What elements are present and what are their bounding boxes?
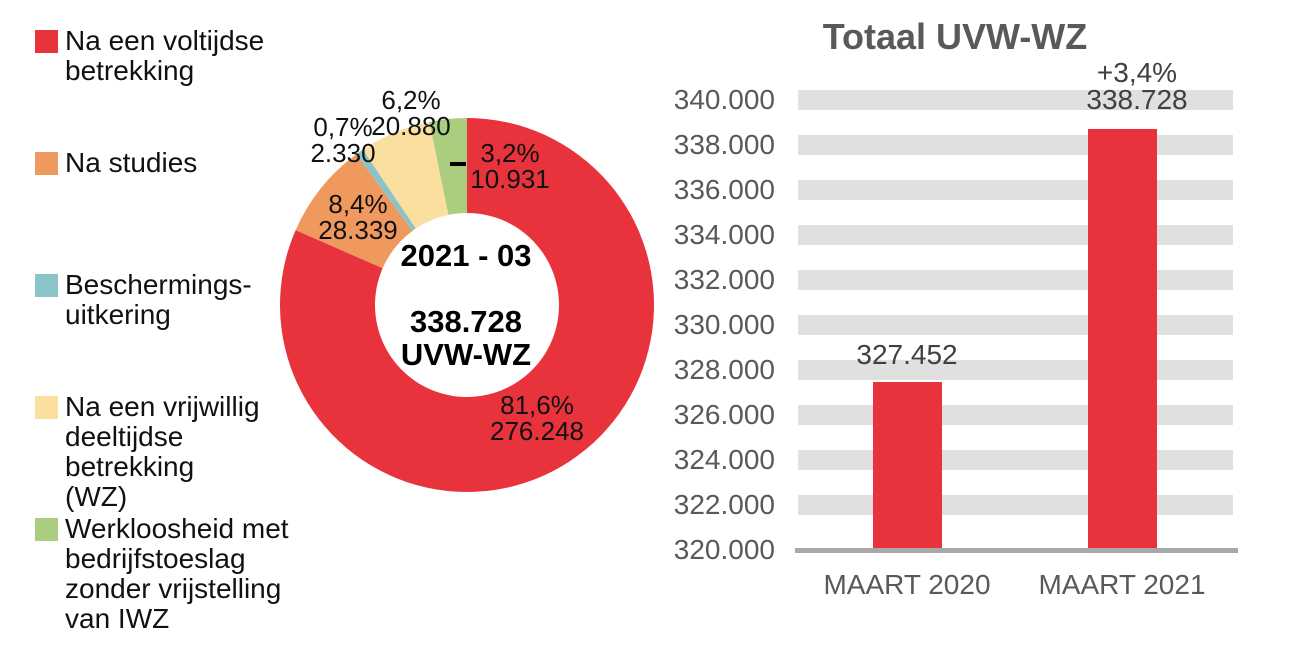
donut-slice-beschermingsuitkering (356, 149, 416, 231)
bar-maart-2021 (1087, 128, 1157, 550)
leader-line-bedrijfstoeslag (450, 162, 466, 166)
donut-label-studies: 8,4% 28.339 (318, 189, 398, 245)
donut-slice-studies (295, 154, 413, 269)
legend-label: Na een vrijwillig deeltijdse betrekking … (65, 391, 260, 512)
legend-item-studies: Na studies (35, 148, 295, 178)
y-axis-tick-label: 332.000 (673, 264, 775, 295)
y-axis-tick-label: 334.000 (673, 219, 775, 250)
gridline-band (798, 270, 1233, 290)
bar-value-label: +3,4% 338.728 (1086, 56, 1188, 115)
legend-label: Na een voltijdse betrekking (65, 25, 265, 86)
y-axis-tick-label: 338.000 (673, 129, 775, 160)
y-axis-tick-label: 336.000 (673, 174, 775, 205)
gridline-band (798, 405, 1233, 425)
donut-label-beschermingsuitkering: 0,7% 2.330 (310, 112, 376, 168)
gridline-band (798, 315, 1233, 335)
y-axis-tick-label: 328.000 (673, 354, 775, 385)
legend-label: Werkloosheid met bedrijfstoeslag zonder … (65, 513, 289, 634)
gridline-band (798, 135, 1233, 155)
y-axis-tick-label: 326.000 (673, 399, 775, 430)
legend-swatch-green (35, 518, 58, 541)
legend-swatch-teal (35, 274, 58, 297)
donut-slice-vrijwillig-deeltijdse (362, 121, 449, 229)
x-axis-line (795, 548, 1238, 553)
y-axis-tick-label: 322.000 (673, 489, 775, 520)
bar-value-label: 327.452 (856, 339, 958, 371)
y-axis-tick-label: 324.000 (673, 444, 775, 475)
gridline-band (798, 90, 1233, 110)
donut-slices (280, 118, 655, 492)
legend-item-vrijwillig-deeltijdse: Na een vrijwillig deeltijdse betrekking … (35, 392, 295, 512)
legend-swatch-yellow (35, 396, 58, 419)
bar-chart-title: Totaal UVW-WZ (822, 16, 1088, 57)
legend-swatch-red (35, 30, 58, 53)
gridline-band (798, 180, 1233, 200)
x-axis-category-label: MAART 2021 (1038, 569, 1206, 600)
gridline-band (798, 225, 1233, 245)
legend-swatch-orange (35, 152, 58, 175)
legend-item-voltijdse: Na een voltijdse betrekking (35, 26, 295, 86)
donut-slice-voltijdse (280, 118, 655, 492)
donut-label-vrijwillig-deeltijdse: 6,2% 20.880 (371, 85, 451, 141)
legend-label: Beschermings- uitkering (65, 269, 252, 330)
bar-maart-2020 (872, 382, 942, 550)
legend-item-beschermingsuitkering: Beschermings- uitkering (35, 270, 295, 330)
legend-label: Na studies (65, 147, 198, 178)
y-axis-tick-label: 340.000 (673, 84, 775, 115)
gridline-band (798, 450, 1233, 470)
gridline-band (798, 495, 1233, 515)
legend-item-bedrijfstoeslag: Werkloosheid met bedrijfstoeslag zonder … (35, 514, 295, 634)
donut-center-label: 2021 - 03 338.728 UVW-WZ (400, 238, 532, 372)
donut-slice-bedrijfstoeslag (429, 118, 467, 215)
y-axis-tick-label: 330.000 (673, 309, 775, 340)
x-axis-category-label: MAART 2020 (823, 569, 991, 600)
donut-label-voltijdse: 81,6% 276.248 (490, 390, 584, 446)
donut-label-bedrijfstoeslag: 3,2% 10.931 (470, 138, 550, 194)
y-axis-tick-label: 320.000 (673, 534, 775, 565)
